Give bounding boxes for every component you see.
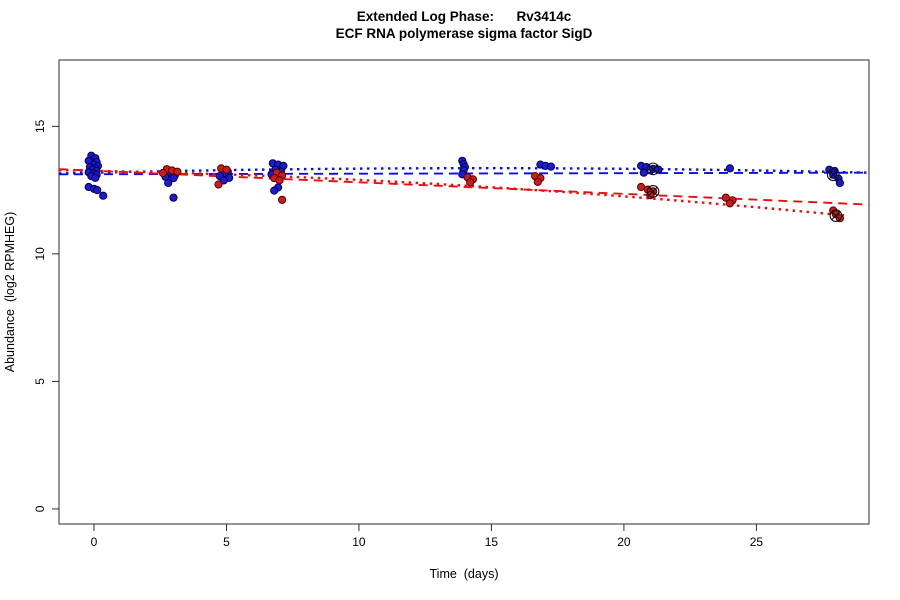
blue-data-point [164,178,173,188]
y-tick-label: 0 [33,505,47,512]
blue-data-point [99,191,108,200]
chart-subtitle: ECF RNA polymerase sigma factor SigD [335,26,593,41]
red-data-point [275,176,284,185]
red-data-point [158,168,167,178]
red-data-point [222,165,231,174]
blue-data-point [639,168,648,177]
flag-circle-x-marker [829,209,843,222]
blue-data-point [270,186,279,195]
x-tick-label: 0 [91,535,98,549]
flag-circle-x-marker [826,168,840,182]
red-data-point [466,178,475,187]
red-data-point [533,177,542,186]
red-data-point [725,199,735,208]
flag-circle-x-marker [646,185,660,198]
flag-x-stroke [831,211,841,221]
blue-data-point [546,162,556,171]
blue-data-point [93,186,102,195]
chart-titles: Extended Log Phase: Rv3414c ECF RNA poly… [59,8,869,42]
trend-line-blue-dotted [58,166,870,175]
blue-data-point [835,178,845,188]
red-data-point [173,167,182,176]
y-tick-label: 10 [33,247,47,261]
x-axis-title: Time (days) [430,567,499,581]
y-tick-label: 5 [33,378,47,385]
red-data-point [637,182,646,192]
flag-x-stroke [648,164,658,174]
red-data-point [214,180,223,189]
chart-title: Extended Log Phase: Rv3414c [356,9,572,24]
x-tick-label: 15 [485,535,499,549]
blue-data-point [219,176,228,185]
flag-circle-x-marker [646,162,660,176]
flag-x-stroke [648,186,658,196]
axis-ticks: 0 5 10 15 20 25 0 5 10 15 [33,119,763,549]
x-tick-label: 5 [223,535,230,549]
blue-data-point [169,174,178,183]
red-data-point [278,195,287,204]
plot-box [58,59,870,525]
flagged-point-markers [646,162,843,222]
blue-data-point [725,164,735,173]
y-tick-label: 15 [33,119,47,133]
flag-x-stroke [828,170,838,180]
trend-line-red-dotted [58,169,847,217]
x-tick-label: 10 [352,535,366,549]
blue-data-point [91,173,100,182]
y-axis-title: Abundance (log2 RPMHEG) [3,212,17,373]
blue-data-point [169,193,178,202]
x-tick-label: 25 [750,535,764,549]
x-tick-label: 20 [617,535,631,549]
